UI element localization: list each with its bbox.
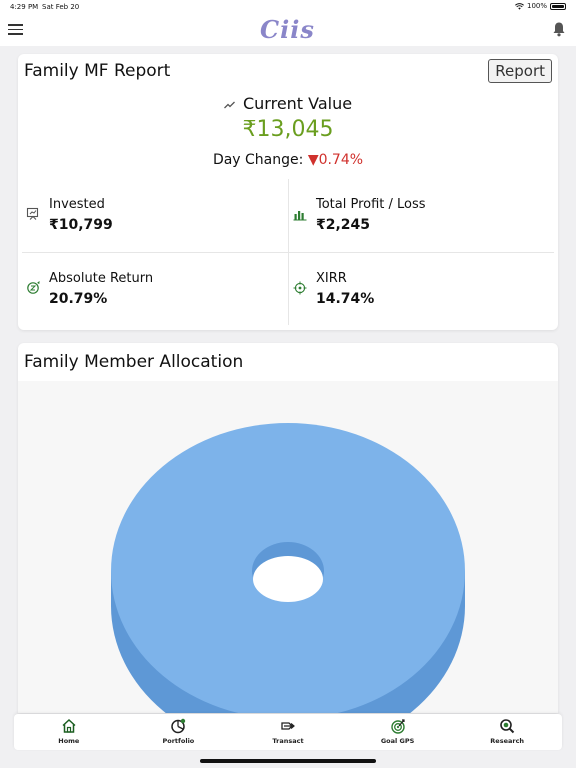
report-button[interactable]: Report — [488, 59, 552, 83]
day-change-value: ▼0.74% — [307, 152, 364, 168]
stat-label: Absolute Return — [49, 271, 154, 286]
stat-label: XIRR — [316, 271, 347, 286]
battery-icon — [550, 2, 566, 10]
stat-value: 14.74% — [316, 291, 375, 307]
stat-value: ₹10,799 — [49, 217, 113, 233]
allocation-card-title: Family Member Allocation — [24, 352, 244, 372]
battery-percent: 100% — [526, 2, 547, 10]
tab-label: Transact — [272, 737, 304, 745]
menu-icon[interactable] — [8, 24, 23, 35]
current-value-label-row: Current Value — [18, 94, 558, 113]
return-icon — [27, 281, 40, 294]
tab-portfolio[interactable]: Portfolio — [124, 714, 234, 750]
report-card-title: Family MF Report — [24, 61, 171, 81]
allocation-pie-chart — [111, 423, 465, 754]
app-header: Ciis — [0, 14, 576, 46]
portfolio-icon — [171, 718, 186, 734]
current-value-label: Current Value — [242, 94, 353, 113]
home-indicator — [200, 759, 376, 763]
target-icon — [293, 281, 307, 295]
status-time: 4:29 PM — [10, 3, 39, 11]
allocation-chart-area — [18, 381, 558, 754]
status-date: Sat Feb 20 — [42, 3, 80, 11]
tab-transact[interactable]: Transact — [233, 714, 343, 750]
stat-invested: Invested ₹10,799 — [22, 179, 272, 239]
family-mf-report-card: Family MF Report Report Current Value ₹1… — [18, 54, 558, 330]
stat-value: ₹2,245 — [316, 217, 371, 233]
day-change-label: Day Change: — [212, 152, 304, 168]
stat-total-profit-loss: Total Profit / Loss ₹2,245 — [289, 179, 539, 239]
tab-home[interactable]: Home — [14, 714, 124, 750]
stat-label: Invested — [49, 197, 105, 212]
stat-label: Total Profit / Loss — [316, 197, 426, 212]
home-icon — [62, 718, 76, 733]
tab-label: Portfolio — [162, 737, 195, 745]
pie-hole — [253, 556, 323, 602]
current-value-amount: ₹13,045 — [242, 117, 334, 142]
bell-icon[interactable] — [552, 21, 566, 37]
bar-chart-icon — [293, 211, 307, 221]
bottom-tab-bar: Home Portfolio Transact Goal GPS Res — [14, 714, 562, 750]
trend-icon — [223, 101, 235, 109]
family-member-allocation-card: Family Member Allocation — [18, 343, 558, 754]
wifi-icon — [515, 2, 524, 10]
invest-icon — [26, 207, 39, 220]
tab-label: Home — [58, 737, 80, 745]
stats-grid: Invested ₹10,799 Total Profit / Loss ₹2,… — [22, 179, 554, 325]
research-icon — [500, 719, 515, 734]
tab-label: Research — [490, 737, 525, 745]
divider — [22, 252, 554, 253]
stat-value: 20.79% — [49, 291, 108, 307]
transact-icon — [281, 722, 295, 730]
day-change: Day Change: ▼0.74% — [18, 152, 558, 168]
tab-goal-gps[interactable]: Goal GPS — [343, 714, 453, 750]
status-bar: 4:29 PM Sat Feb 20 100% — [0, 0, 576, 14]
tab-label: Goal GPS — [380, 737, 415, 745]
stat-absolute-return: Absolute Return 20.79% — [22, 253, 272, 313]
tab-research[interactable]: Research — [452, 714, 562, 750]
goal-gps-icon — [390, 719, 405, 734]
stat-xirr: XIRR 14.74% — [289, 253, 539, 313]
status-right: 100% — [515, 2, 566, 10]
app-logo: Ciis — [260, 15, 315, 44]
